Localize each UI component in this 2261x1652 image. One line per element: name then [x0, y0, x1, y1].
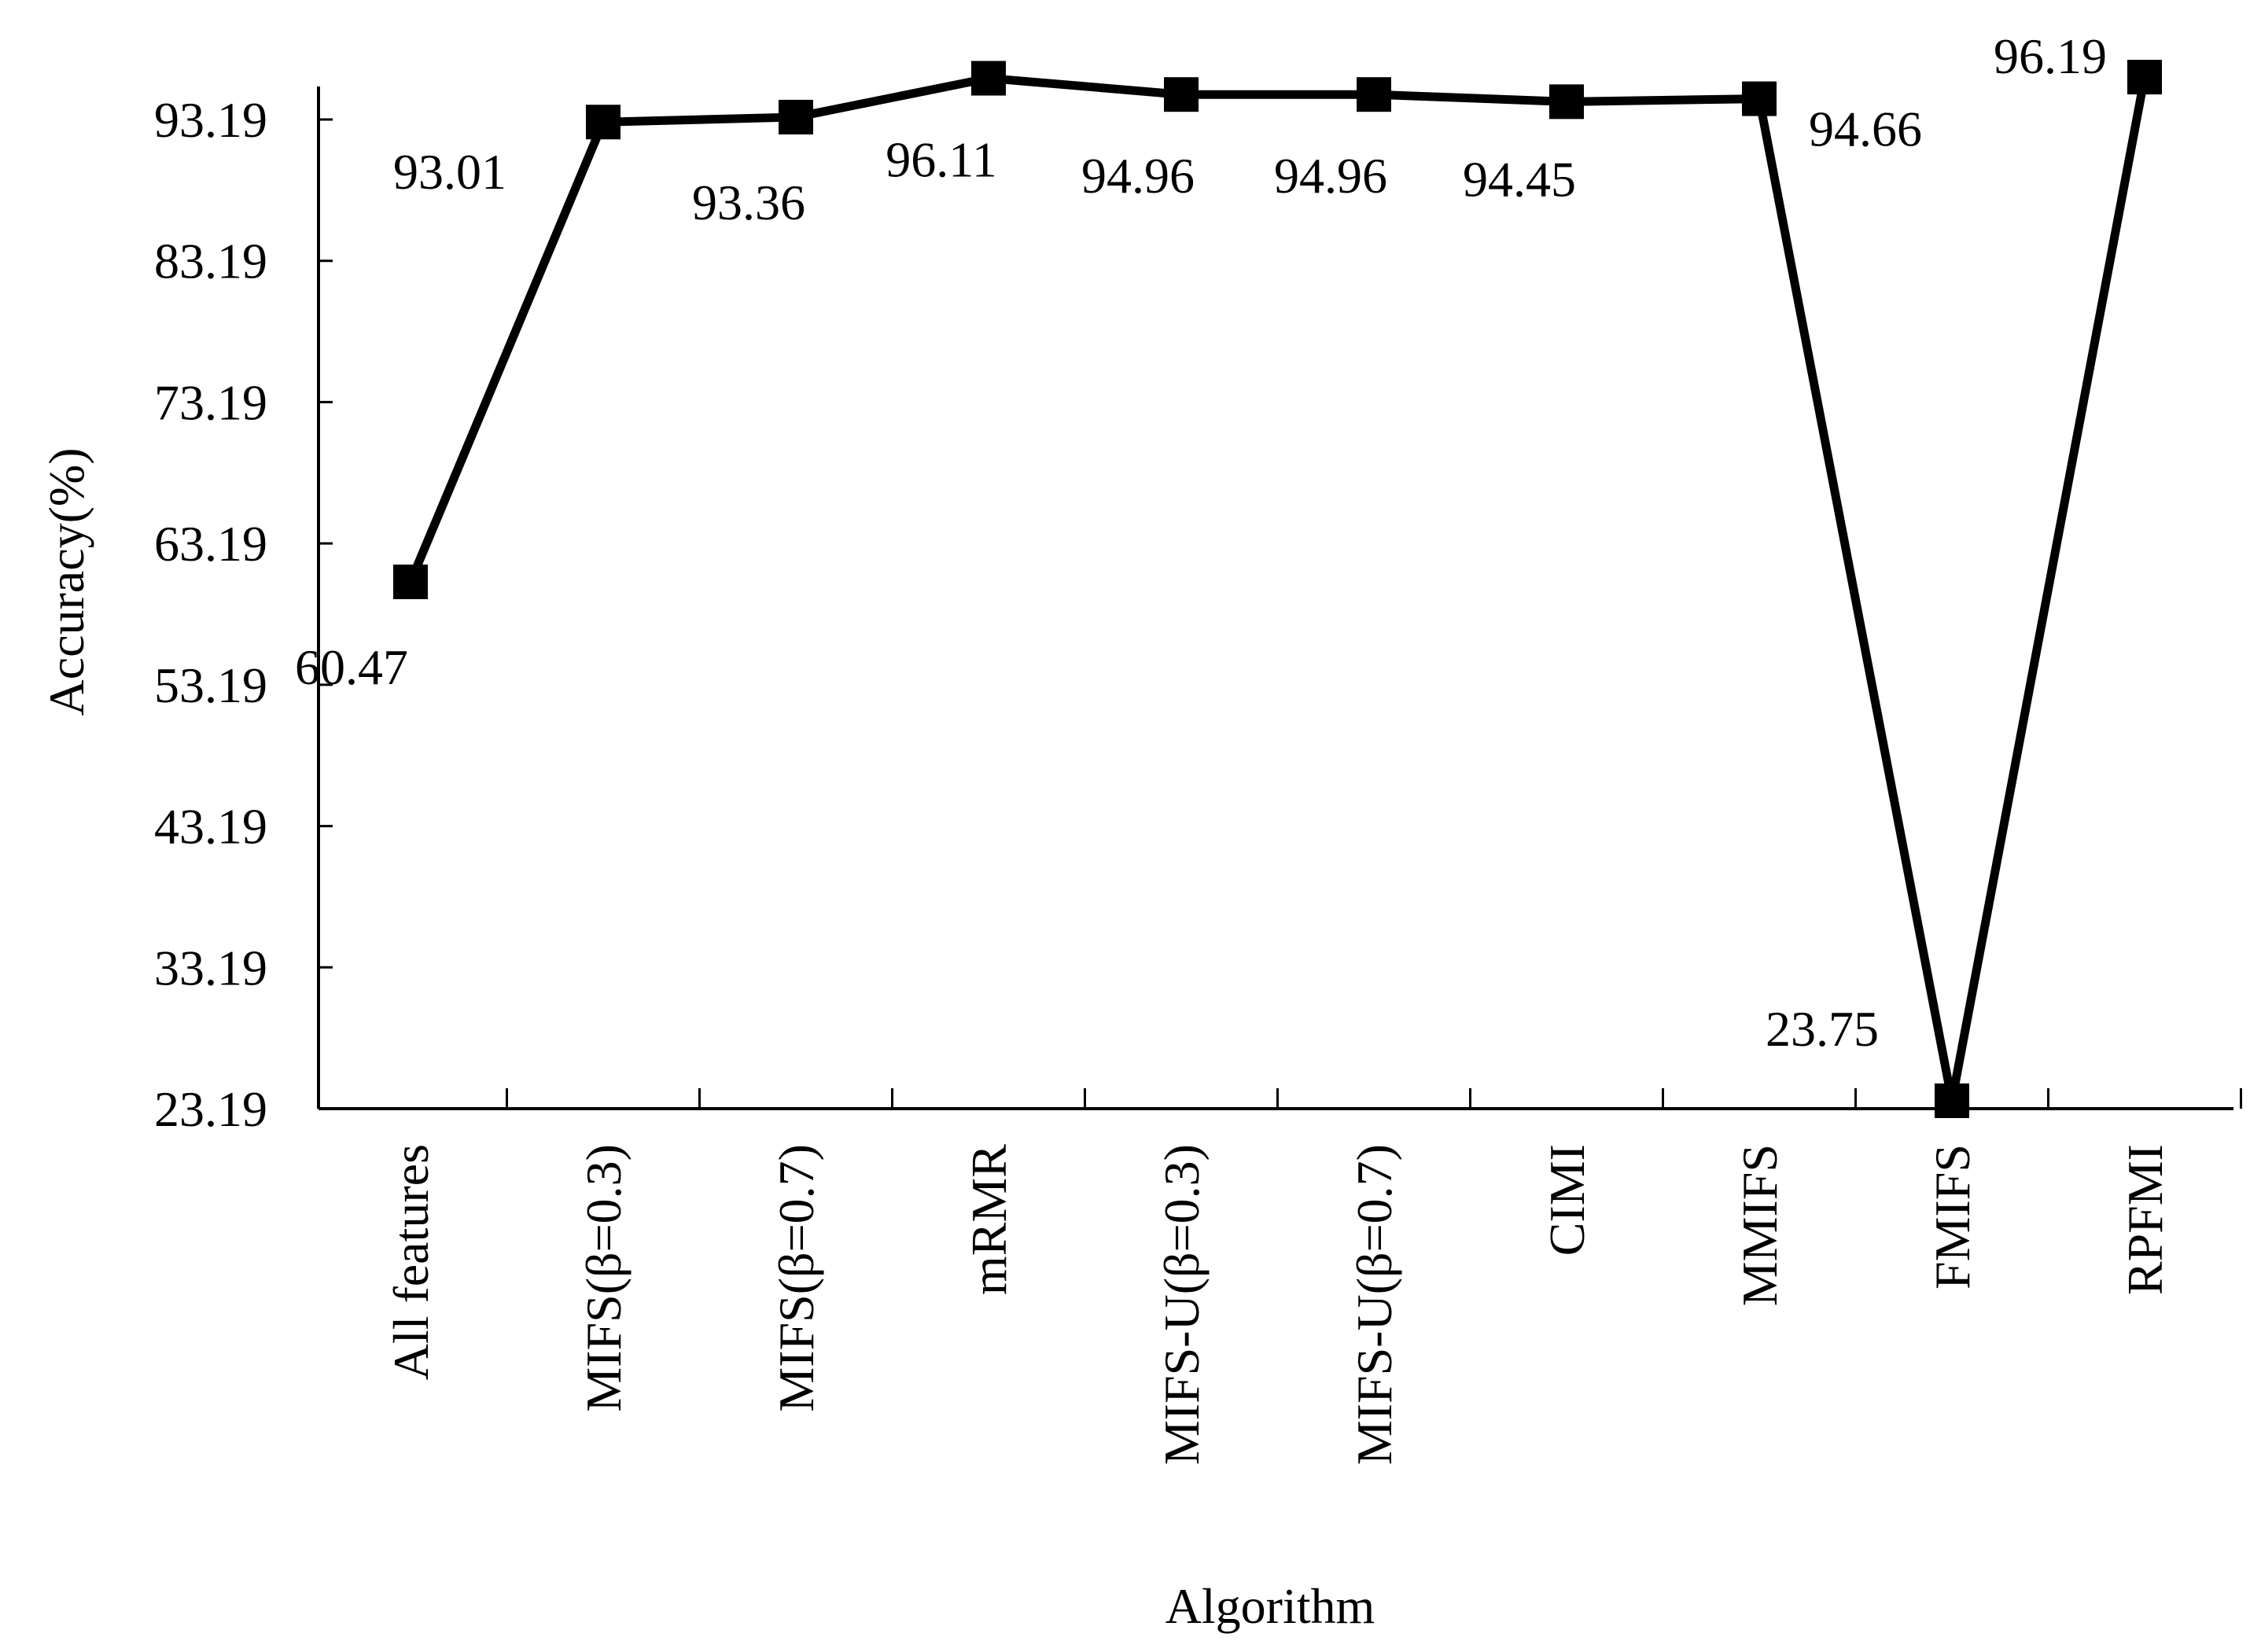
data-label: 94.96 [1274, 148, 1387, 204]
x-category-label: MMIFS [1732, 1144, 1788, 1306]
x-category-label: All features [383, 1144, 439, 1380]
chart-series [393, 60, 2162, 1118]
data-point-marker [393, 565, 428, 600]
x-category-label: RPFMI [2117, 1144, 2173, 1295]
x-category-label: MIFS(β=0.3) [576, 1144, 632, 1412]
y-tick-label: 63.19 [154, 516, 267, 572]
data-point-marker [586, 105, 620, 140]
data-point-marker [1549, 84, 1584, 120]
data-point-marker [971, 61, 1006, 96]
x-category-label: MIFS-U(β=0.3) [1154, 1144, 1210, 1465]
data-point-marker [1164, 77, 1199, 112]
x-axis-title: Algorithm [1165, 1578, 1375, 1634]
data-label: 93.01 [393, 144, 506, 200]
data-label: 60.47 [295, 639, 408, 695]
y-tick-label: 23.19 [154, 1081, 267, 1137]
data-point-marker [1935, 1083, 1969, 1118]
data-label: 94.96 [1081, 148, 1195, 204]
y-tick-label: 83.19 [154, 234, 267, 289]
x-category-label: FMIFS [1924, 1144, 1980, 1290]
x-axis-category-labels: All features MIFS(β=0.3) MIFS(β=0.7) mRMR MI… [383, 1144, 2173, 1466]
y-tick-label: 93.19 [154, 92, 267, 148]
y-tick-label: 43.19 [154, 799, 267, 855]
y-tick-label: 73.19 [154, 374, 267, 430]
x-category-label: mRMR [961, 1144, 1017, 1295]
data-label: 93.36 [692, 175, 805, 230]
y-tick-label: 33.19 [154, 940, 267, 995]
y-axis-tick-labels: 23.19 33.19 43.19 53.19 63.19 73.19 83.19 93.19 [154, 92, 267, 1137]
series-line [406, 73, 2149, 1102]
data-label: 96.19 [1994, 28, 2107, 84]
data-label: 94.66 [1809, 101, 1922, 157]
x-category-label: MIFS-U(β=0.7) [1346, 1144, 1402, 1465]
y-axis-title: Accuracy(%) [39, 447, 94, 716]
data-point-marker [1742, 81, 1777, 116]
data-labels: 60.47 93.01 93.36 96.11 94.96 94.96 94.45 94.66… [295, 28, 2107, 1057]
x-category-label: MIFS(β=0.7) [768, 1144, 824, 1412]
x-category-label: CIMI [1539, 1144, 1595, 1256]
data-point-marker [779, 99, 813, 134]
data-label: 23.75 [1766, 1001, 1879, 1057]
y-tick-label: 53.19 [154, 657, 267, 713]
data-label: 94.45 [1463, 151, 1576, 207]
data-point-marker [1357, 77, 1391, 112]
data-point-marker [2127, 60, 2162, 95]
chart-axes [317, 86, 2242, 1110]
data-label: 96.11 [886, 132, 997, 188]
